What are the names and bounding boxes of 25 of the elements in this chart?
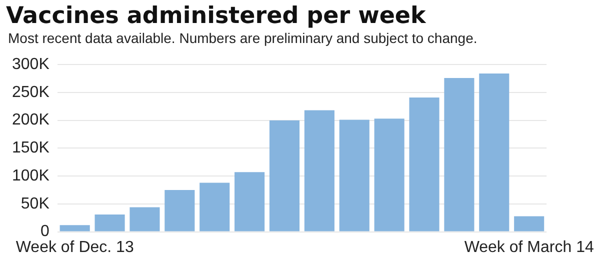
y-tick-label: 200K	[12, 112, 50, 129]
bar	[200, 182, 230, 232]
bar	[60, 225, 90, 232]
y-tick-label: 300K	[12, 56, 50, 74]
bar	[444, 78, 474, 232]
bar	[130, 207, 160, 232]
chart-subtitle: Most recent data available. Numbers are preliminary and subject to change.	[8, 30, 478, 47]
bar	[94, 214, 125, 232]
y-tick-label: 50K	[20, 195, 50, 212]
bar	[374, 118, 404, 232]
bar	[234, 172, 265, 232]
bar	[304, 110, 334, 232]
y-tick-label: 150K	[12, 140, 50, 157]
bar	[339, 120, 370, 232]
x-tick-label: Week of March 14	[464, 238, 594, 256]
bar	[409, 97, 440, 232]
bar	[269, 120, 300, 232]
bar	[514, 216, 544, 232]
y-tick-label: 0	[40, 223, 50, 240]
chart-title: Vaccines administered per week	[6, 2, 427, 30]
bar	[479, 74, 510, 232]
bar	[164, 190, 195, 232]
x-tick-label: Week of Dec. 13	[16, 238, 134, 256]
y-tick-label: 100K	[12, 167, 50, 184]
y-tick-label: 250K	[12, 84, 50, 101]
